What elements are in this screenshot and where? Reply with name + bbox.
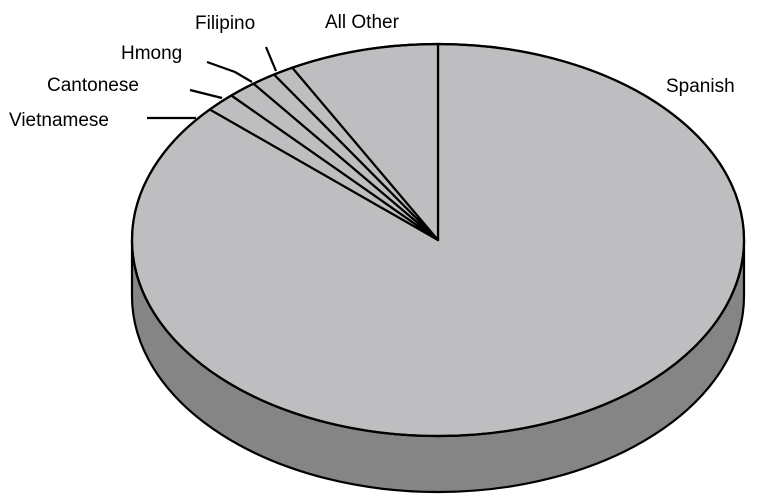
pie-rim-outline	[130, 42, 746, 438]
leader-line-hmong	[206, 60, 253, 83]
leader-line-filipino	[264, 46, 278, 72]
slice-label-all-other: All Other	[325, 12, 400, 33]
slice-label-vietnamese: Vietnamese	[9, 110, 109, 131]
slice-label-hmong: Hmong	[121, 43, 182, 64]
leader-line-cantonese	[189, 88, 223, 100]
slice-label-filipino: Filipino	[195, 13, 255, 34]
pie-slices	[130, 42, 746, 438]
pie-leader-lines	[147, 46, 278, 120]
slice-label-spanish: Spanish	[666, 76, 735, 97]
slice-label-cantonese: Cantonese	[47, 75, 139, 96]
